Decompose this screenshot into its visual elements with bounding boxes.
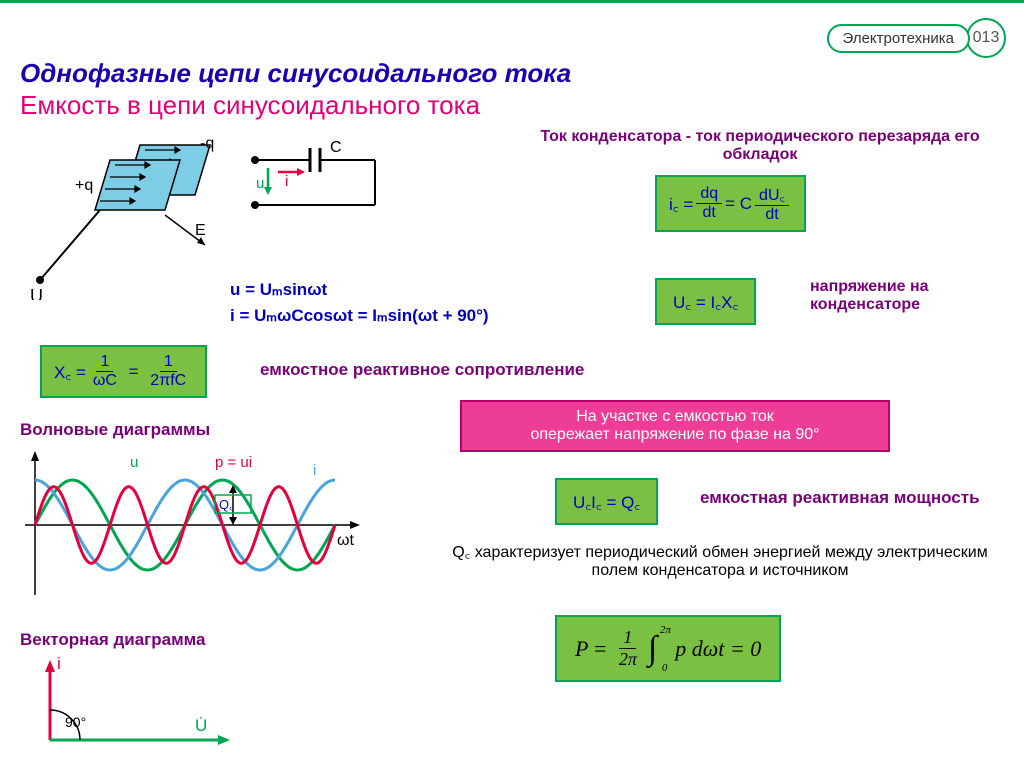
vector-heading: Векторная диаграмма [20,630,205,650]
vector-diagram: i U̇ 90° [25,655,255,755]
svg-text:u: u [256,175,264,192]
circuit-diagram: E +q -q U C u i [20,130,400,300]
uc-caption: напряжение на конденсаторе [810,278,990,314]
svg-text:U: U [30,286,43,300]
svg-text:90°: 90° [65,714,86,730]
svg-text:u: u [130,454,138,471]
p-integral-box: P = 1 2π ∫ 2π 0 p dωt = 0 [555,615,781,682]
svg-text:i: i [57,655,61,673]
svg-text:-q: -q [200,135,214,152]
svg-text:p = ui: p = ui [215,454,252,471]
svg-text:i: i [285,173,288,190]
xc-formula-box: X꜀ = 1ωC = 12πfC [40,345,207,398]
main-title: Однофазные цепи синусоидального тока [20,58,571,89]
eq-u-sin: u = Uₘsinωt [230,280,327,300]
q-caption: емкостная реактивная мощность [700,488,980,508]
ic-formula-box: i꜀ = dqdt = C dU꜀dt [655,175,806,232]
q-text: Q꜀ характеризует периодический обмен эне… [440,540,1000,580]
eq-i-sin: i = UₘωCcosωt = Iₘsin(ωt + 90°) [230,306,489,326]
phase-relation-box: На участке с емкостью ток опережает напр… [460,400,890,452]
xc-caption: емкостное реактивное сопротивление [260,360,584,380]
svg-text:U̇: U̇ [195,716,207,735]
q-formula-box: U꜀I꜀ = Q꜀ [555,478,658,525]
svg-text:ωt: ωt [337,532,354,549]
slide-badge: Электротехника 013 [827,18,1006,58]
ic-caption: Ток конденсатора - ток периодического пе… [540,128,980,164]
uc-formula-box: U꜀ = I꜀X꜀ [655,278,756,325]
sub-title: Емкость в цепи синусоидального тока [20,90,480,121]
subject-label: Электротехника [827,24,970,53]
svg-text:C: C [330,139,342,156]
svg-text:+q: +q [75,177,93,194]
svg-text:i: i [313,462,316,479]
slide-number: 013 [966,18,1006,58]
svg-text:Q꜀: Q꜀ [219,497,234,512]
wave-diagram: ωt u p = ui i Q꜀ [15,445,375,605]
svg-text:E: E [195,222,206,239]
wave-heading: Волновые диаграммы [20,420,210,440]
